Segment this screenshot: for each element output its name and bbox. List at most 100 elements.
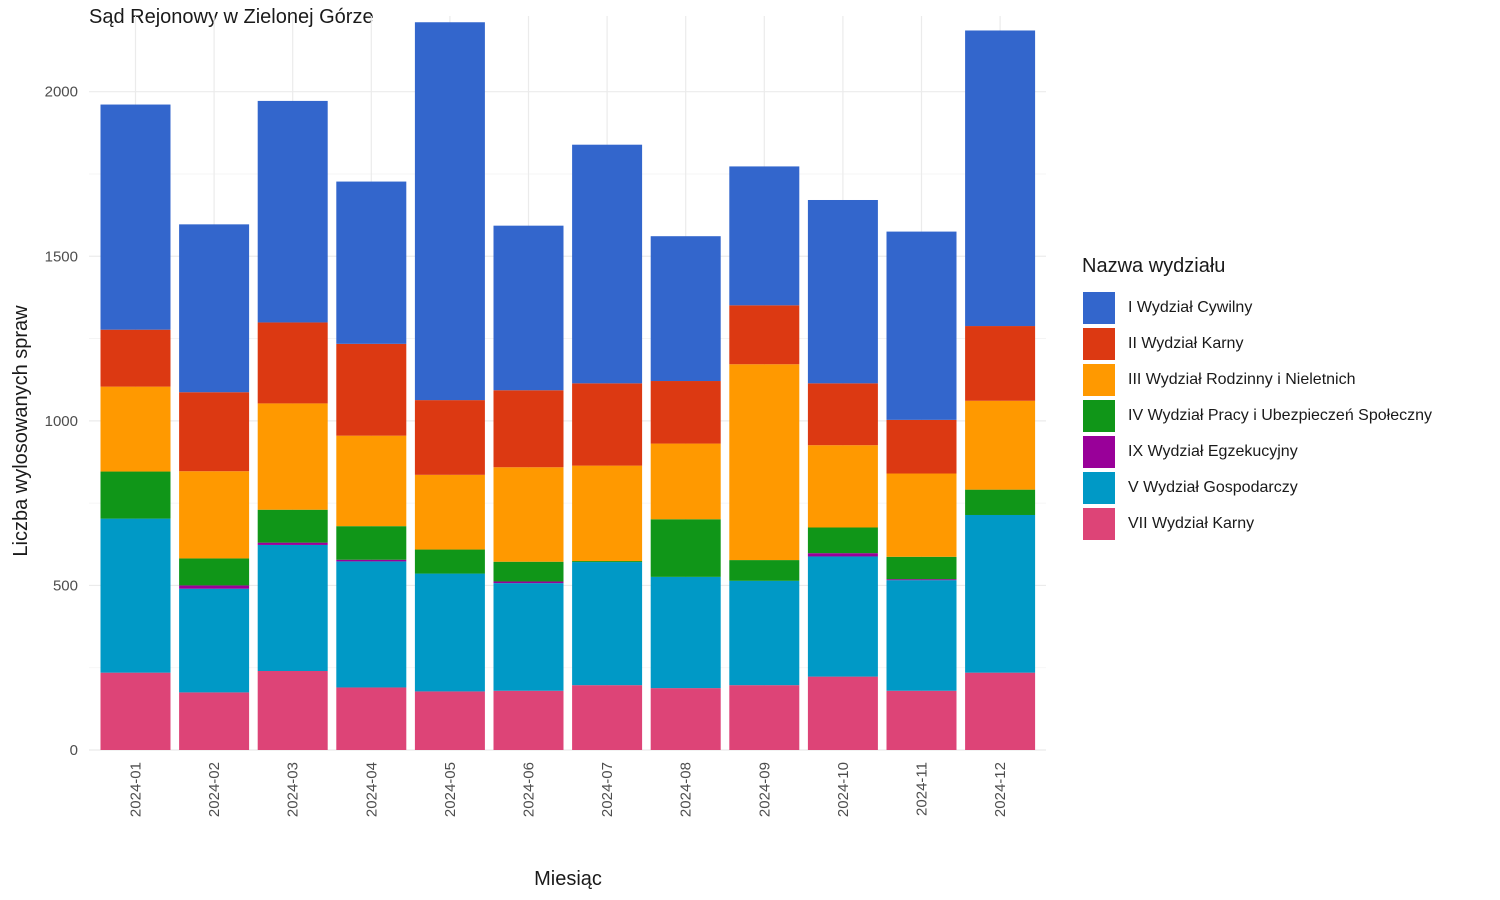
legend-item: IV Wydział Pracy i Ubezpieczeń Społeczny — [1082, 398, 1432, 434]
bar-segment — [807, 383, 878, 446]
bar-segment — [729, 560, 800, 581]
x-tick-label: 2024-10 — [835, 762, 852, 817]
bar-segment — [179, 558, 250, 586]
x-axis-ticks: 2024-01 2024-02 2024-03 2024-04 2024-05 2024-… — [128, 762, 1010, 817]
bar-segment — [965, 514, 1036, 673]
bar-segment — [414, 400, 485, 475]
legend-swatch — [1082, 507, 1116, 541]
bar-segment — [886, 231, 957, 420]
bar-segment — [257, 403, 328, 510]
bar-segment — [257, 100, 328, 323]
bar-segment — [257, 322, 328, 404]
bars — [100, 22, 1036, 750]
bar-segment — [179, 392, 250, 472]
bar-segment — [807, 556, 878, 677]
legend-item: II Wydział Karny — [1082, 326, 1432, 362]
bar-segment — [493, 467, 564, 562]
bar-segment — [886, 690, 957, 750]
bar-segment — [572, 562, 643, 686]
x-axis-title: Miesiąc — [534, 868, 602, 890]
bar-segment — [729, 305, 800, 365]
bar-segment — [729, 364, 800, 561]
bar-segment — [179, 471, 250, 559]
bar-segment — [336, 561, 407, 688]
legend-label: I Wydział Cywilny — [1128, 299, 1253, 316]
y-tick-label: 2000 — [45, 84, 78, 101]
x-tick-label: 2024-02 — [206, 762, 223, 817]
bar-segment — [336, 181, 407, 344]
bar-segment — [493, 581, 564, 584]
legend-label: V Wydział Gospodarczy — [1128, 479, 1298, 496]
bar-segment — [257, 509, 328, 543]
chart-title: Sąd Rejonowy w Zielonej Górze — [89, 6, 374, 28]
bar-segment — [257, 671, 328, 750]
bar-segment — [886, 473, 957, 557]
bar-segment — [414, 573, 485, 692]
bar-segment — [650, 443, 721, 520]
bar-segment — [414, 22, 485, 401]
bar-segment — [179, 585, 250, 589]
bar-segment — [414, 549, 485, 574]
bar-segment — [572, 144, 643, 384]
bar-segment — [650, 381, 721, 444]
bar-segment — [100, 672, 171, 750]
bar-segment — [650, 519, 721, 577]
bar-segment — [493, 561, 564, 582]
legend-item: VII Wydział Karny — [1082, 506, 1432, 542]
legend-item: IX Wydział Egzekucyjny — [1082, 434, 1432, 470]
bar-segment — [100, 518, 171, 673]
bar-segment — [965, 489, 1036, 515]
x-tick-label: 2024-05 — [442, 762, 459, 817]
bar-segment — [100, 471, 171, 519]
bar-segment — [729, 166, 800, 306]
bar-segment — [572, 561, 643, 563]
legend-swatch — [1082, 327, 1116, 361]
bar-segment — [179, 588, 250, 693]
y-tick-label: 500 — [53, 577, 78, 594]
y-tick-label: 1000 — [45, 413, 78, 430]
bar-segment — [336, 343, 407, 436]
legend-label: IV Wydział Pracy i Ubezpieczeń Społeczny — [1128, 407, 1432, 424]
x-tick-label: 2024-01 — [128, 762, 145, 817]
legend: Nazwa wydziału I Wydział Cywilny II Wydzi… — [1082, 255, 1432, 542]
bar-segment — [886, 419, 957, 474]
bar-segment — [100, 386, 171, 472]
bar-segment — [572, 685, 643, 750]
bar-segment — [965, 326, 1036, 401]
legend-swatch — [1082, 399, 1116, 433]
bar-segment — [336, 526, 407, 560]
bar-segment — [493, 690, 564, 750]
legend-swatch — [1082, 435, 1116, 469]
bar-segment — [807, 553, 878, 557]
x-tick-label: 2024-07 — [599, 762, 616, 817]
bar-segment — [729, 580, 800, 686]
legend-item: III Wydział Rodzinny i Nieletnich — [1082, 362, 1432, 398]
legend-title: Nazwa wydziału — [1082, 255, 1226, 277]
legend-items: I Wydział Cywilny II Wydział Karny III Wyd… — [1082, 290, 1432, 542]
bar-segment — [886, 579, 957, 581]
y-axis-title: Liczba wylosowanych spraw — [10, 305, 32, 557]
bar-segment — [257, 544, 328, 672]
bar-segment — [414, 474, 485, 550]
y-tick-label: 0 — [70, 742, 78, 759]
legend-label: III Wydział Rodzinny i Nieletnich — [1128, 371, 1356, 388]
x-tick-label: 2024-09 — [756, 762, 773, 817]
legend-swatch — [1082, 291, 1116, 325]
legend-item: I Wydział Cywilny — [1082, 290, 1432, 326]
x-tick-label: 2024-12 — [992, 762, 1009, 817]
x-tick-label: 2024-08 — [678, 762, 695, 817]
bar-segment — [807, 199, 878, 384]
bar-segment — [493, 225, 564, 391]
bar-segment — [336, 559, 407, 562]
bar-segment — [100, 104, 171, 330]
bar-segment — [729, 685, 800, 750]
bar-segment — [650, 236, 721, 382]
x-tick-label: 2024-03 — [285, 762, 302, 817]
bar-segment — [493, 583, 564, 691]
bar-segment — [179, 224, 250, 393]
bar-segment — [572, 465, 643, 562]
bar-segment — [336, 435, 407, 527]
bar-segment — [807, 527, 878, 554]
bar-segment — [414, 691, 485, 750]
legend-swatch — [1082, 471, 1116, 505]
